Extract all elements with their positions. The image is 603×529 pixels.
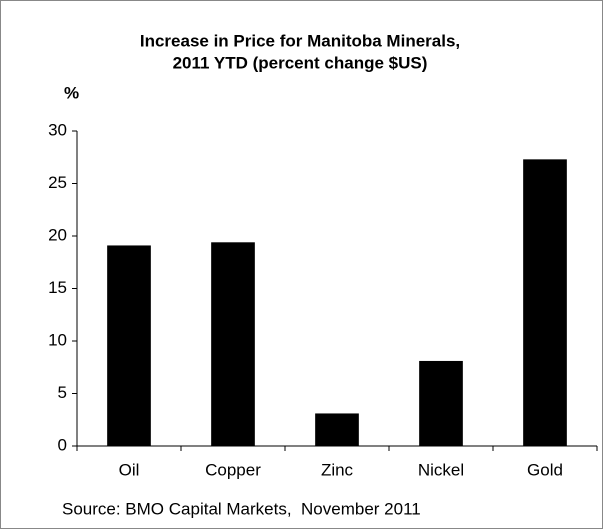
x-tick-label: Copper (205, 460, 261, 479)
chart-title: Increase in Price for Manitoba Minerals, (140, 31, 460, 50)
y-tick-label: 25 (48, 173, 67, 192)
chart-title: 2011 YTD (percent change $US) (173, 53, 428, 72)
y-tick-label: 20 (48, 225, 67, 244)
source-note: Source: BMO Capital Markets, November 20… (62, 499, 421, 518)
y-tick-label: 30 (48, 120, 67, 139)
bar (315, 413, 359, 446)
y-tick-label: 15 (48, 278, 67, 297)
y-tick-label: 5 (58, 383, 67, 402)
bar (419, 360, 463, 446)
x-tick-label: Nickel (418, 460, 464, 479)
bar (211, 242, 255, 446)
bar (107, 245, 151, 446)
y-axis-label: % (64, 83, 79, 102)
x-tick-label: Oil (119, 460, 140, 479)
x-tick-label: Gold (527, 460, 563, 479)
y-tick-label: 10 (48, 330, 67, 349)
x-tick-label: Zinc (321, 460, 354, 479)
y-tick-label: 0 (58, 435, 67, 454)
bar (523, 159, 567, 446)
